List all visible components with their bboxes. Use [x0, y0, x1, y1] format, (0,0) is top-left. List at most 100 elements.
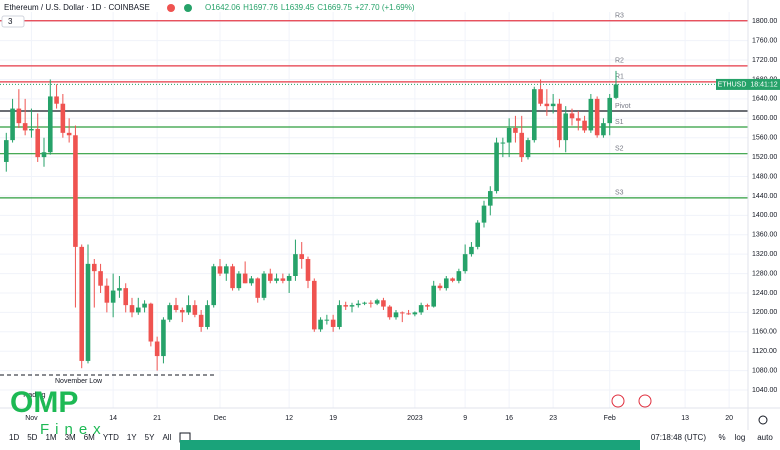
ohlc-value: L1639.45	[281, 3, 315, 12]
candle-body	[324, 319, 330, 321]
pivot-label: S2	[615, 146, 624, 153]
candle-body	[261, 273, 267, 298]
range-button[interactable]: 6M	[84, 433, 95, 442]
x-tick-label: 16	[505, 415, 513, 422]
ohlc-value: H1697.76	[243, 3, 278, 12]
x-tick-label: 2023	[407, 415, 423, 422]
price-tag: ETHUSD 18:41:12	[0, 78, 780, 90]
candles	[3, 70, 619, 371]
candle-body	[431, 285, 437, 307]
y-tick-label: 1760.00	[752, 37, 777, 44]
pivot-label: Pivot	[615, 103, 631, 110]
candle-body	[142, 303, 147, 308]
candle-body	[399, 312, 405, 314]
pivot-label: S3	[615, 190, 624, 197]
candle-body	[318, 319, 323, 330]
range-button[interactable]: All	[162, 433, 171, 442]
event-flag[interactable]	[611, 394, 625, 408]
y-tick-label: 1640.00	[752, 96, 777, 103]
candle-body	[192, 305, 198, 315]
chart-title: Ethereum / U.S. Dollar · 1D · COINBASE	[4, 3, 150, 12]
range-button[interactable]: 5D	[27, 433, 37, 442]
candle-body	[343, 305, 349, 307]
y-tick-label: 1560.00	[752, 135, 777, 142]
y-tick-label: 1600.00	[752, 115, 777, 122]
x-tick-label: 19	[329, 415, 337, 422]
candle-body	[469, 246, 474, 255]
candle-body	[91, 263, 97, 272]
settings-icon[interactable]	[758, 415, 768, 425]
range-button[interactable]: 1Y	[127, 433, 137, 442]
x-tick-label: 21	[153, 415, 161, 422]
x-tick-label: 12	[285, 415, 293, 422]
x-tick-label: 20	[725, 415, 733, 422]
candle-body	[73, 135, 78, 247]
candle-body	[299, 254, 305, 260]
candle-body	[456, 271, 462, 281]
candle-body	[462, 254, 468, 272]
ohlc-value: O1642.06	[205, 3, 241, 12]
watermark-brand: OMP	[10, 386, 78, 419]
candle-body	[274, 278, 279, 281]
candle-body	[406, 313, 411, 315]
range-button[interactable]: YTD	[103, 433, 119, 442]
candle-body	[387, 306, 393, 318]
pivot-label: S1	[615, 119, 624, 126]
candle-body	[506, 127, 512, 143]
y-tick-label: 1120.00	[752, 348, 777, 355]
candle-body	[550, 103, 556, 107]
clock: 07:18:48 (UTC)	[651, 433, 706, 442]
range-button[interactable]: 5Y	[145, 433, 155, 442]
y-tick-label: 1320.00	[752, 251, 777, 258]
november-low-label: November Low	[55, 378, 103, 385]
scale-option[interactable]: auto	[757, 433, 773, 442]
candle-body	[280, 278, 286, 281]
candle-body	[381, 300, 386, 307]
y-tick-label: 1520.00	[752, 154, 777, 161]
candle-body	[362, 302, 367, 304]
candle-body	[425, 305, 430, 307]
y-tick-label: 1040.00	[752, 387, 777, 394]
scale-option[interactable]: %	[718, 433, 725, 442]
candle-body	[22, 123, 28, 131]
y-tick-label: 1720.00	[752, 57, 777, 64]
candle-body	[205, 305, 210, 327]
candle-body	[311, 280, 317, 330]
candle-body	[236, 273, 242, 289]
candle-body	[41, 152, 47, 158]
candle-body	[129, 305, 135, 313]
candle-body	[16, 108, 22, 124]
candle-body	[293, 254, 298, 276]
indicator-toggle[interactable]	[1, 15, 25, 28]
candle-body	[286, 276, 292, 281]
candle-body	[588, 98, 594, 131]
candle-body	[330, 319, 336, 327]
candle-body	[500, 142, 506, 144]
candle-body	[575, 118, 581, 121]
watermark-bar	[180, 440, 640, 450]
candle-body	[418, 305, 424, 313]
candle-body	[179, 309, 185, 313]
candle-body	[3, 140, 9, 162]
candle-body	[255, 278, 261, 298]
axes: 1040.00 1080.00 1120.00 1160.00 1200.00 1240.…	[25, 18, 777, 422]
candle-body	[47, 96, 53, 153]
bottom-toolbar: 1D 5D 1M 3M 6M YTD 1Y 5Y All 07:18:48 (UTC)% log au…	[9, 415, 773, 443]
countdown-label: 18:41:12	[750, 81, 777, 88]
event-flag[interactable]	[638, 394, 652, 408]
candle-body	[513, 127, 518, 133]
x-tick-label: 13	[681, 415, 689, 422]
range-button[interactable]: 1M	[45, 433, 56, 442]
range-button[interactable]: 1D	[9, 433, 19, 442]
candle-body	[173, 305, 179, 310]
candle-body	[123, 288, 129, 306]
pivot-label: R2	[615, 58, 624, 65]
candle-body	[494, 142, 499, 192]
scale-option[interactable]: log	[735, 433, 746, 442]
candle-body	[349, 305, 355, 307]
candle-body	[79, 246, 85, 361]
ohlc-value: C1669.75	[317, 3, 352, 12]
range-button[interactable]: 3M	[65, 433, 76, 442]
candle-body	[54, 96, 59, 104]
candle-body	[198, 314, 204, 327]
